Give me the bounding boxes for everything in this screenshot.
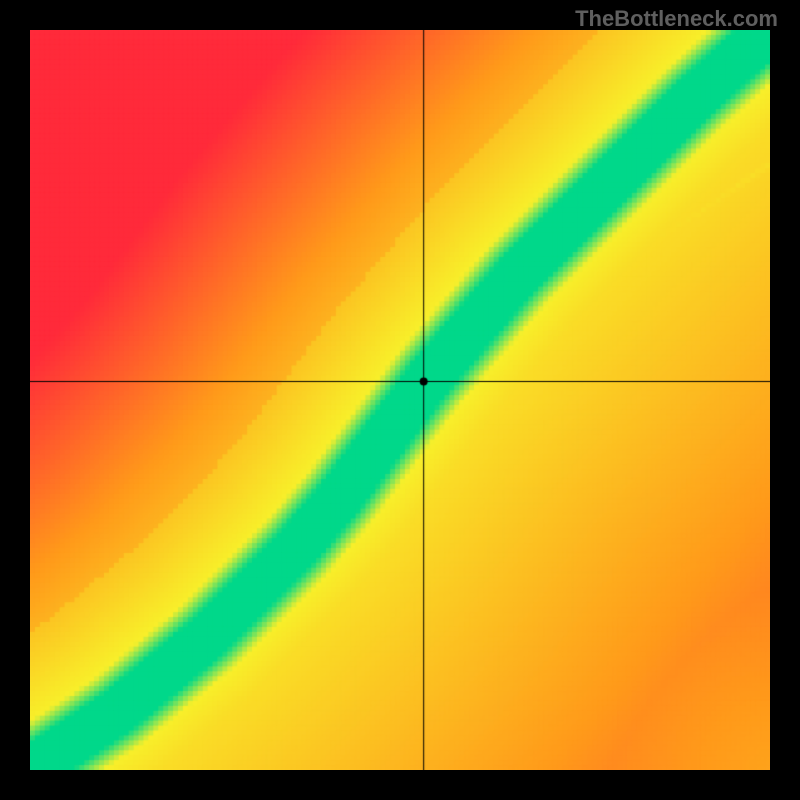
bottleneck-heatmap <box>30 30 770 770</box>
watermark-text: TheBottleneck.com <box>575 6 778 32</box>
